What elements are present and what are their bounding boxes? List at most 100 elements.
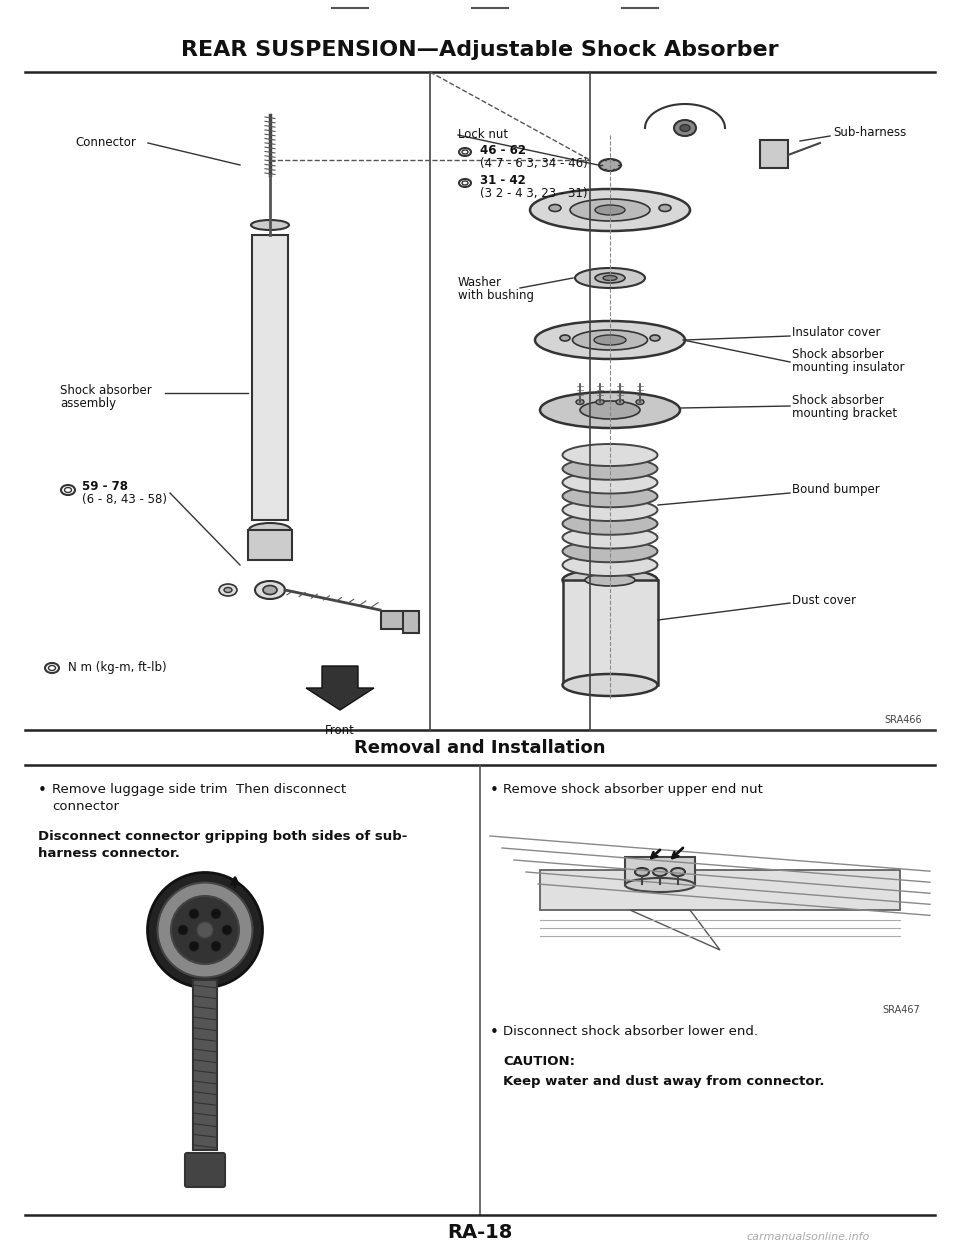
FancyBboxPatch shape [185,1153,225,1186]
Text: Remove luggage side trim  Then disconnect: Remove luggage side trim Then disconnect [52,783,347,796]
Text: Sub-harness: Sub-harness [833,127,906,139]
Ellipse shape [563,472,658,493]
Text: SRA467: SRA467 [882,1005,920,1015]
Ellipse shape [570,199,650,222]
Ellipse shape [680,124,690,132]
Bar [193,980,217,1150]
Ellipse shape [603,275,617,280]
Ellipse shape [596,400,604,405]
Text: Lock nut: Lock nut [458,128,508,142]
Ellipse shape [653,868,667,876]
Ellipse shape [219,584,237,596]
Text: Washer: Washer [458,275,502,289]
Ellipse shape [540,392,680,428]
Text: (3 2 - 4 3, 23 - 31): (3 2 - 4 3, 23 - 31) [480,188,588,200]
Text: (6 - 8, 43 - 58): (6 - 8, 43 - 58) [82,493,167,507]
Text: SRA466: SRA466 [884,715,922,725]
Ellipse shape [178,925,188,935]
Text: N m (kg-m, ft-lb): N m (kg-m, ft-lb) [68,661,167,675]
Bar [540,870,900,910]
Ellipse shape [255,581,285,599]
Ellipse shape [671,868,685,876]
Ellipse shape [563,486,658,507]
Ellipse shape [189,909,199,919]
Ellipse shape [563,458,658,479]
Ellipse shape [530,189,690,232]
Ellipse shape [580,401,640,420]
Text: Keep water and dust away from connector.: Keep water and dust away from connector. [503,1074,825,1088]
Bar [760,139,788,168]
Text: 59 - 78: 59 - 78 [82,481,128,493]
Text: Dust cover: Dust cover [792,594,856,606]
Ellipse shape [616,400,624,405]
Text: Shock absorber: Shock absorber [792,393,884,407]
Text: CAUTION:: CAUTION: [503,1055,575,1068]
Text: Front: Front [325,723,355,737]
Ellipse shape [157,883,252,977]
Text: assembly: assembly [60,396,116,410]
Text: Remove shock absorber upper end nut: Remove shock absorber upper end nut [503,783,763,796]
Text: RA-18: RA-18 [447,1223,513,1241]
Text: (4 7 - 6 3, 34 - 46): (4 7 - 6 3, 34 - 46) [480,157,588,169]
Ellipse shape [563,499,658,520]
Text: Shock absorber: Shock absorber [60,383,152,396]
Ellipse shape [563,554,658,576]
Ellipse shape [263,585,277,595]
Ellipse shape [594,335,626,345]
Text: Disconnect connector gripping both sides of sub-: Disconnect connector gripping both sides… [38,830,407,843]
Text: Removal and Installation: Removal and Installation [354,740,606,757]
Text: •: • [38,783,47,798]
Ellipse shape [563,674,658,696]
Ellipse shape [211,909,221,919]
Text: Connector: Connector [75,137,136,149]
Ellipse shape [549,204,561,212]
FancyBboxPatch shape [381,611,407,629]
Ellipse shape [249,523,291,537]
Text: carmanualsonline.info: carmanualsonline.info [747,1233,870,1243]
Ellipse shape [222,925,232,935]
Ellipse shape [625,878,695,891]
Bar [252,235,288,520]
Text: REAR SUSPENSION—Adjustable Shock Absorber: REAR SUSPENSION—Adjustable Shock Absorbe… [181,40,779,60]
Text: mounting insulator: mounting insulator [792,361,904,375]
Text: •: • [490,783,499,798]
Text: harness connector.: harness connector. [38,847,180,860]
Ellipse shape [224,588,232,593]
Text: connector: connector [52,801,119,813]
FancyBboxPatch shape [403,611,419,632]
Ellipse shape [595,273,625,283]
Text: 46 - 62: 46 - 62 [480,143,526,157]
Bar [625,857,695,885]
Ellipse shape [599,159,621,171]
Ellipse shape [535,321,685,359]
Ellipse shape [563,527,658,549]
Text: •: • [490,1025,499,1040]
Ellipse shape [563,569,658,591]
Text: Shock absorber: Shock absorber [792,349,884,361]
Ellipse shape [171,896,239,964]
Ellipse shape [595,205,625,215]
Polygon shape [306,666,374,710]
Ellipse shape [635,868,649,876]
Ellipse shape [572,330,647,350]
Ellipse shape [576,400,584,405]
Bar [248,530,292,560]
Ellipse shape [659,204,671,212]
Text: mounting bracket: mounting bracket [792,407,898,420]
Ellipse shape [674,120,696,136]
Bar [563,580,658,685]
Ellipse shape [563,444,658,466]
Ellipse shape [650,335,660,341]
Ellipse shape [251,220,289,230]
Ellipse shape [575,268,645,288]
Ellipse shape [636,400,644,405]
Ellipse shape [211,941,221,951]
Text: Disconnect shock absorber lower end.: Disconnect shock absorber lower end. [503,1025,758,1038]
Ellipse shape [560,335,570,341]
Text: Bound bumper: Bound bumper [792,483,879,497]
Ellipse shape [148,873,262,987]
Text: with bushing: with bushing [458,289,534,301]
Ellipse shape [563,513,658,535]
Text: 31 - 42: 31 - 42 [480,174,526,188]
Ellipse shape [189,941,199,951]
